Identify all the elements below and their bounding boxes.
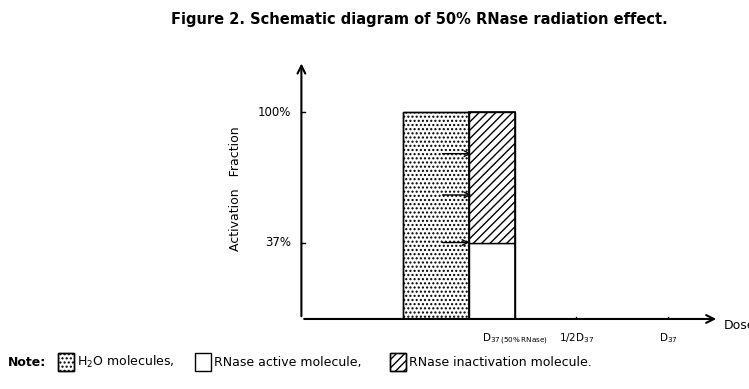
Bar [403, 112, 470, 319]
Bar [470, 242, 515, 319]
Text: Figure 2. Schematic diagram of 50% RNase radiation effect.: Figure 2. Schematic diagram of 50% RNase… [171, 12, 668, 27]
Bar [195, 353, 211, 371]
Text: H$_2$O molecules,: H$_2$O molecules, [77, 354, 175, 370]
Text: RNase inactivation molecule.: RNase inactivation molecule. [409, 356, 592, 369]
Text: Note:: Note: [8, 356, 46, 369]
Bar [58, 353, 74, 371]
Bar [470, 112, 515, 319]
Text: D$_{37}$: D$_{37}$ [659, 331, 677, 345]
Bar [403, 112, 470, 319]
Bar [58, 353, 74, 371]
Text: Activation   Fraction: Activation Fraction [228, 126, 242, 251]
Bar [470, 112, 515, 242]
Text: RNase active molecule,: RNase active molecule, [214, 356, 362, 369]
Text: Dose: Dose [724, 319, 749, 332]
Bar [390, 353, 406, 371]
Text: D$_{37\,\mathrm{(50\%\,RNase)}}$: D$_{37\,\mathrm{(50\%\,RNase)}}$ [482, 331, 548, 347]
Text: 100%: 100% [258, 106, 291, 119]
Text: 1/2D$_{37}$: 1/2D$_{37}$ [559, 331, 594, 345]
Text: 37%: 37% [265, 236, 291, 249]
Bar [390, 353, 406, 371]
